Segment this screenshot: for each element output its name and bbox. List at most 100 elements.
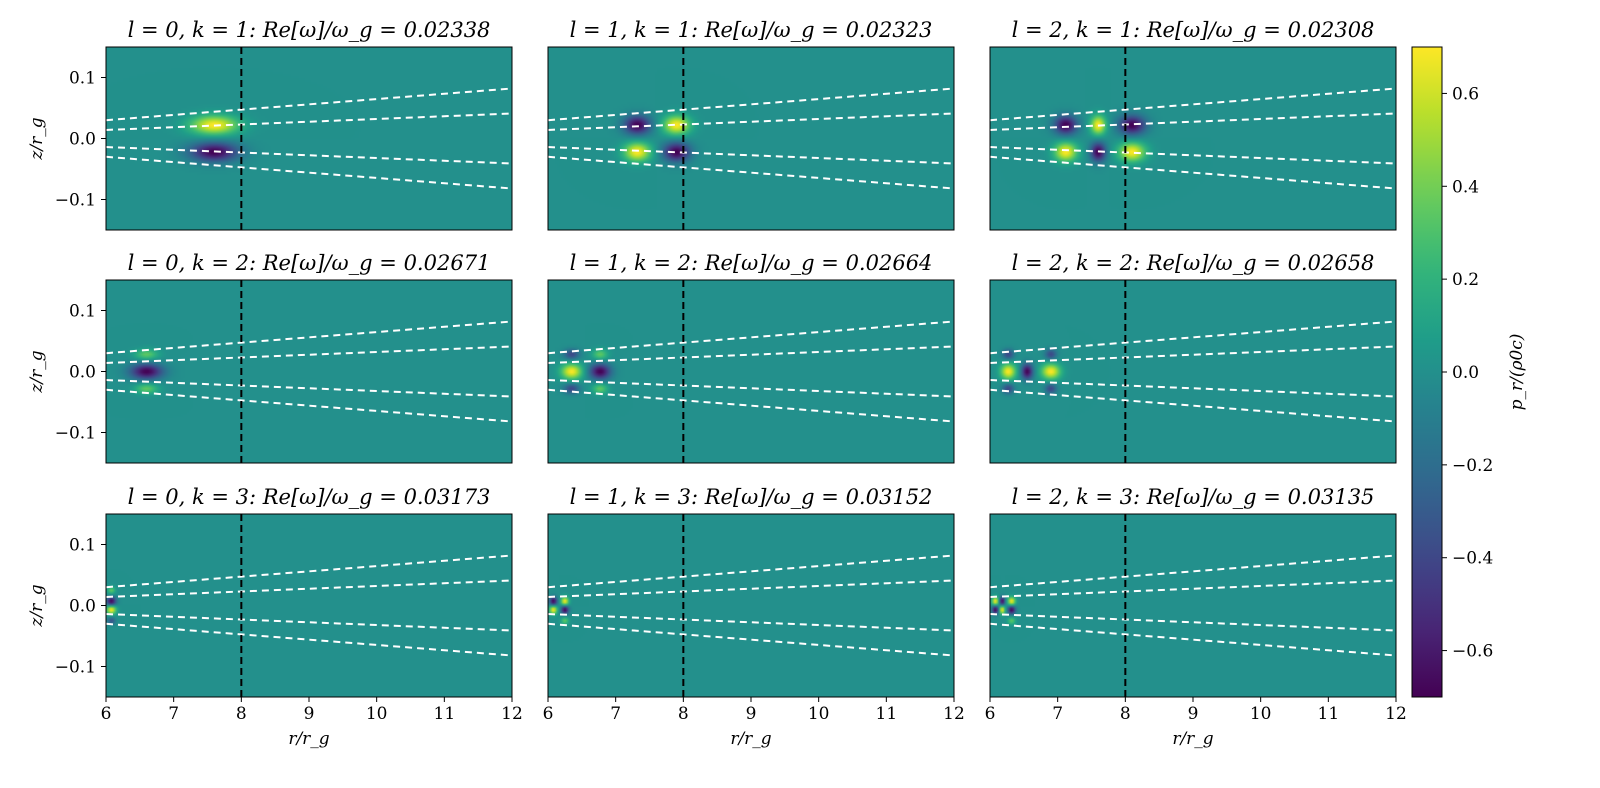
y-tick-label: −0.1 xyxy=(55,658,96,678)
white-dashed-line xyxy=(547,87,955,122)
panel-frame xyxy=(547,46,955,231)
white-dashed-line xyxy=(105,345,513,364)
y-tick-label: −0.1 xyxy=(55,191,96,211)
x-tick-label: 7 xyxy=(1052,704,1063,724)
white-dashed-line xyxy=(547,112,955,131)
x-tick-label: 12 xyxy=(501,704,523,724)
x-tick-label: 11 xyxy=(434,704,456,724)
heatmap-image xyxy=(548,514,954,697)
x-axis-label: r/r_g xyxy=(1172,729,1213,749)
panel-2-2: l = 2, k = 2: Re[ω]/ω_g = 0.02658 xyxy=(989,251,1397,464)
x-axis-label: r/r_g xyxy=(288,729,329,749)
white-dashed-line xyxy=(989,345,1397,364)
colorbar-tick-label: 0.0 xyxy=(1452,363,1479,383)
x-tick-label: 10 xyxy=(366,704,388,724)
colorbar-tick-label: −0.4 xyxy=(1452,549,1493,569)
panel-frame xyxy=(989,279,1397,464)
x-tick-label: 11 xyxy=(876,704,898,724)
white-dashed-line xyxy=(989,388,1397,423)
white-dashed-line xyxy=(547,379,955,398)
white-dashed-line xyxy=(547,622,955,657)
panel-title: l = 0, k = 1: Re[ω]/ω_g = 0.02338 xyxy=(128,18,491,42)
white-dashed-line xyxy=(989,579,1397,598)
colorbar-tick-label: 0.2 xyxy=(1452,270,1479,290)
x-tick-label: 6 xyxy=(101,704,112,724)
heatmap-image xyxy=(990,47,1396,230)
x-tick-label: 9 xyxy=(304,704,315,724)
white-dashed-line xyxy=(105,146,513,165)
panel-1-2: l = 1, k = 2: Re[ω]/ω_g = 0.02664 xyxy=(547,251,955,464)
y-axis-label: z/r_g xyxy=(27,350,47,393)
white-dashed-line xyxy=(547,320,955,355)
white-dashed-line xyxy=(105,379,513,398)
panel-frame xyxy=(547,279,955,464)
white-dashed-line xyxy=(547,613,955,632)
y-tick-label: −0.1 xyxy=(55,424,96,444)
colorbar-bar xyxy=(1411,46,1443,698)
panel-2-3: l = 2, k = 3: Re[ω]/ω_g = 0.03135 6 7 8 9 10 1… xyxy=(985,485,1407,749)
white-dashed-line xyxy=(547,554,955,589)
x-tick-label: 6 xyxy=(543,704,554,724)
heatmap-image xyxy=(548,280,954,463)
white-dashed-line xyxy=(989,146,1397,165)
x-axis-label: r/r_g xyxy=(730,729,771,749)
white-dashed-line xyxy=(105,155,513,190)
panel-title: l = 2, k = 1: Re[ω]/ω_g = 0.02308 xyxy=(1012,18,1375,42)
y-tick-label: 0.0 xyxy=(69,597,96,617)
white-dashed-line xyxy=(105,87,513,122)
white-dashed-line xyxy=(105,388,513,423)
x-tick-label: 9 xyxy=(1188,704,1199,724)
panel-1-3: l = 1, k = 3: Re[ω]/ω_g = 0.03152 6 7 8 9 10 1… xyxy=(543,485,965,749)
white-dashed-line xyxy=(989,554,1397,589)
white-dashed-line xyxy=(989,87,1397,122)
y-tick-label: 0.1 xyxy=(69,536,96,556)
y-axis-label: z/r_g xyxy=(27,117,47,160)
white-dashed-line xyxy=(105,622,513,657)
panel-1-1: l = 1, k = 1: Re[ω]/ω_g = 0.02323 xyxy=(547,18,955,231)
white-dashed-line xyxy=(105,613,513,632)
white-dashed-line xyxy=(989,112,1397,131)
white-dashed-line xyxy=(547,579,955,598)
white-dashed-line xyxy=(105,554,513,589)
panel-title: l = 1, k = 2: Re[ω]/ω_g = 0.02664 xyxy=(570,251,933,275)
y-tick-label: 0.0 xyxy=(69,363,96,383)
x-tick-label: 12 xyxy=(1385,704,1407,724)
heatmap-image xyxy=(106,514,512,697)
colorbar-tick-label: 0.6 xyxy=(1452,84,1479,104)
white-dashed-line xyxy=(547,388,955,423)
panel-0-3: l = 0, k = 3: Re[ω]/ω_g = 0.03173 0.1 0.0 −… xyxy=(27,485,523,749)
y-axis-label: z/r_g xyxy=(27,584,47,627)
white-dashed-line xyxy=(105,320,513,355)
x-tick-label: 7 xyxy=(168,704,179,724)
panel-0-2: l = 0, k = 2: Re[ω]/ω_g = 0.02671 0.1 0.0 −… xyxy=(27,251,513,464)
x-tick-label: 8 xyxy=(678,704,689,724)
white-dashed-line xyxy=(105,579,513,598)
y-tick-label: 0.0 xyxy=(69,130,96,150)
white-dashed-line xyxy=(547,345,955,364)
panel-title: l = 2, k = 3: Re[ω]/ω_g = 0.03135 xyxy=(1012,485,1375,509)
heatmap-image xyxy=(548,47,954,230)
white-dashed-line xyxy=(105,112,513,131)
panel-title: l = 1, k = 1: Re[ω]/ω_g = 0.02323 xyxy=(570,18,933,42)
panel-title: l = 0, k = 3: Re[ω]/ω_g = 0.03173 xyxy=(128,485,491,509)
panel-2-1: l = 2, k = 1: Re[ω]/ω_g = 0.02308 xyxy=(989,18,1397,231)
white-dashed-line xyxy=(547,155,955,190)
white-dashed-line xyxy=(989,155,1397,190)
x-tick-label: 9 xyxy=(746,704,757,724)
panel-title: l = 2, k = 2: Re[ω]/ω_g = 0.02658 xyxy=(1012,251,1375,275)
x-tick-label: 7 xyxy=(610,704,621,724)
x-tick-label: 11 xyxy=(1318,704,1340,724)
white-dashed-line xyxy=(989,320,1397,355)
heatmap-image xyxy=(990,514,1396,697)
y-tick-label: 0.1 xyxy=(69,69,96,89)
colorbar-tick-label: −0.6 xyxy=(1452,642,1493,662)
white-dashed-line xyxy=(989,622,1397,657)
colorbar-tick-label: −0.2 xyxy=(1452,456,1493,476)
colorbar: 0.6 0.4 0.2 0.0 −0.2 −0.4 −0.6 p_r/(ρ0c) xyxy=(1411,46,1527,698)
heatmap-image xyxy=(106,280,512,463)
white-dashed-line xyxy=(547,146,955,165)
x-tick-label: 8 xyxy=(236,704,247,724)
white-dashed-line xyxy=(989,379,1397,398)
